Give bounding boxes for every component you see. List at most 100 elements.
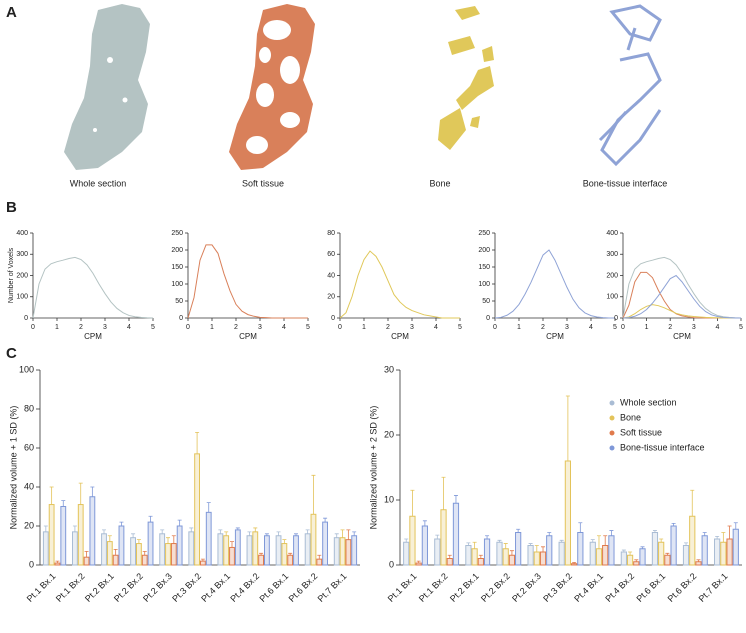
bar	[345, 539, 352, 566]
bar	[589, 541, 596, 566]
error-bar	[596, 535, 601, 549]
error-bar	[534, 545, 539, 552]
legend-label: Whole section	[620, 397, 677, 407]
error-bar	[435, 534, 440, 539]
bar	[720, 541, 727, 566]
bar	[48, 504, 55, 566]
y-tick-label: 100	[16, 294, 28, 301]
y-tick-label: 10	[384, 494, 394, 504]
error-bar	[189, 527, 194, 532]
x-tick-label: 4	[282, 324, 286, 331]
error-bar	[422, 520, 427, 526]
y-tick-label: 0	[389, 559, 394, 569]
bar	[689, 515, 696, 566]
legend-marker	[609, 445, 615, 451]
x-tick-label: 3	[103, 324, 107, 331]
error-bar	[84, 550, 89, 558]
y-tick-label: 60	[24, 442, 34, 452]
y-tick-label: 200	[478, 247, 490, 254]
bar	[409, 515, 416, 566]
y-tick-label: 60	[327, 251, 335, 258]
x-tick-label: Pt.1 Bx.1	[25, 571, 58, 604]
y-axis-label: Normalized volume + 2 SD (%)	[368, 406, 378, 530]
panel-label: A	[6, 4, 17, 21]
error-bar	[671, 523, 676, 526]
error-bar	[497, 539, 502, 543]
soft-tissue-image	[229, 4, 315, 170]
error-bar	[200, 558, 205, 562]
error-bar	[352, 531, 357, 536]
bar	[118, 525, 125, 566]
x-axis-label: CPM	[673, 332, 691, 341]
bar	[639, 548, 646, 566]
error-bar	[107, 535, 112, 542]
x-tick-label: 3	[692, 324, 696, 331]
x-tick-label: Pt.2 Bx.2	[112, 571, 145, 604]
error-bar	[453, 495, 458, 504]
bar	[546, 535, 553, 566]
series-line	[339, 250, 460, 319]
x-tick-label: Pt.1 Bx.2	[417, 571, 450, 604]
error-bar	[177, 519, 182, 526]
y-tick-label: 100	[19, 364, 34, 374]
bar	[310, 513, 317, 566]
bar	[577, 532, 584, 566]
bar	[147, 521, 154, 566]
error-bar	[621, 549, 626, 552]
x-tick-label: 0	[338, 324, 342, 331]
bar	[316, 558, 323, 566]
bar	[434, 538, 441, 566]
legend-marker	[609, 430, 615, 436]
error-bar	[119, 521, 124, 526]
y-axis-label: Number of Voxels	[8, 247, 15, 303]
bar	[502, 548, 509, 566]
y-tick-label: 80	[24, 403, 34, 413]
error-bar	[113, 549, 118, 556]
y-tick-label: 40	[24, 481, 34, 491]
error-bar	[160, 529, 165, 534]
bone-image	[438, 6, 494, 150]
error-bar	[230, 541, 234, 548]
error-bar	[78, 482, 83, 505]
x-tick-label: Pt.1 Bx.2	[54, 571, 87, 604]
legend-marker	[609, 400, 615, 406]
x-tick-label: Pt.6 Bx.1	[257, 571, 290, 604]
x-tick-label: 5	[458, 324, 462, 331]
bar	[246, 535, 253, 566]
x-tick-label: Pt.3 Bx.2	[541, 571, 574, 604]
error-bar	[628, 551, 633, 556]
error-bar	[282, 539, 287, 544]
x-tick-label: Pt.4 Bx.1	[572, 571, 605, 604]
bar	[170, 543, 177, 566]
error-bar	[528, 543, 533, 546]
x-tick-label: 5	[613, 324, 617, 331]
bar	[626, 554, 634, 566]
legend-label: Bone	[620, 412, 641, 422]
error-bar	[235, 527, 240, 530]
y-axis-label: Normalized volume + 1 SD (%)	[8, 406, 18, 530]
legend-label: Bone-tissue interface	[620, 442, 705, 452]
bar	[701, 535, 708, 566]
error-bar	[565, 395, 570, 461]
bar	[527, 545, 534, 566]
legend-marker	[609, 415, 615, 421]
error-bar	[224, 531, 229, 536]
bar	[339, 537, 346, 566]
x-tick-label: 2	[79, 324, 83, 331]
y-tick-label: 0	[614, 315, 618, 322]
x-tick-label: 2	[386, 324, 390, 331]
bar	[602, 545, 609, 566]
error-bar	[346, 529, 351, 540]
y-tick-label: 100	[606, 294, 618, 301]
series-line	[32, 256, 154, 319]
error-bar	[416, 560, 421, 564]
x-tick-label: 0	[621, 324, 625, 331]
x-tick-label: Pt.4 Bx.2	[603, 571, 636, 604]
y-tick-label: 200	[171, 247, 183, 254]
y-tick-label: 50	[482, 298, 490, 305]
x-tick-label: Pt.2 Bx.1	[83, 571, 116, 604]
legend-label: Soft tissue	[620, 427, 662, 437]
error-bar	[166, 537, 170, 544]
y-tick-label: 250	[171, 230, 183, 237]
